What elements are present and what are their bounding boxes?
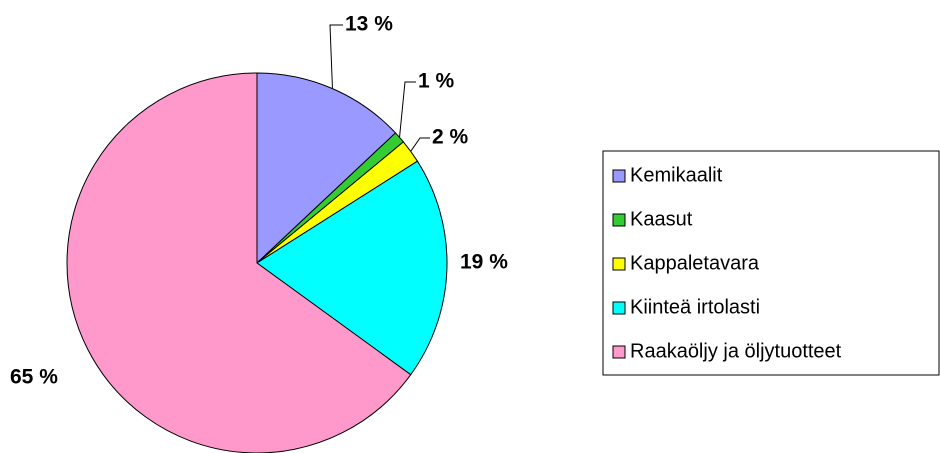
legend-swatch [612,257,626,271]
legend-swatch [612,213,626,227]
legend-swatch [612,301,626,315]
legend-label: Kiinteä irtolasti [630,296,760,318]
slice-label: 2 % [432,126,469,149]
leader-line [410,137,430,152]
legend-box [602,150,940,376]
leader-line [399,81,416,138]
pie-slice [256,160,448,376]
legend-swatch [612,169,626,183]
legend-label: Kemikaalit [630,164,723,186]
slice-label: 65 % [10,366,58,389]
leader-line [329,24,343,89]
legend-label: Raakaöljy ja öljytuotteet [630,340,842,362]
legend-swatch [612,345,626,359]
slice-label: 19 % [460,251,508,274]
slice-label: 13 % [345,13,393,36]
pie-slice [66,72,412,453]
legend-label: Kappaletavara [630,252,760,274]
legend-label: Kaasut [630,208,693,230]
slice-label: 1 % [418,70,455,93]
